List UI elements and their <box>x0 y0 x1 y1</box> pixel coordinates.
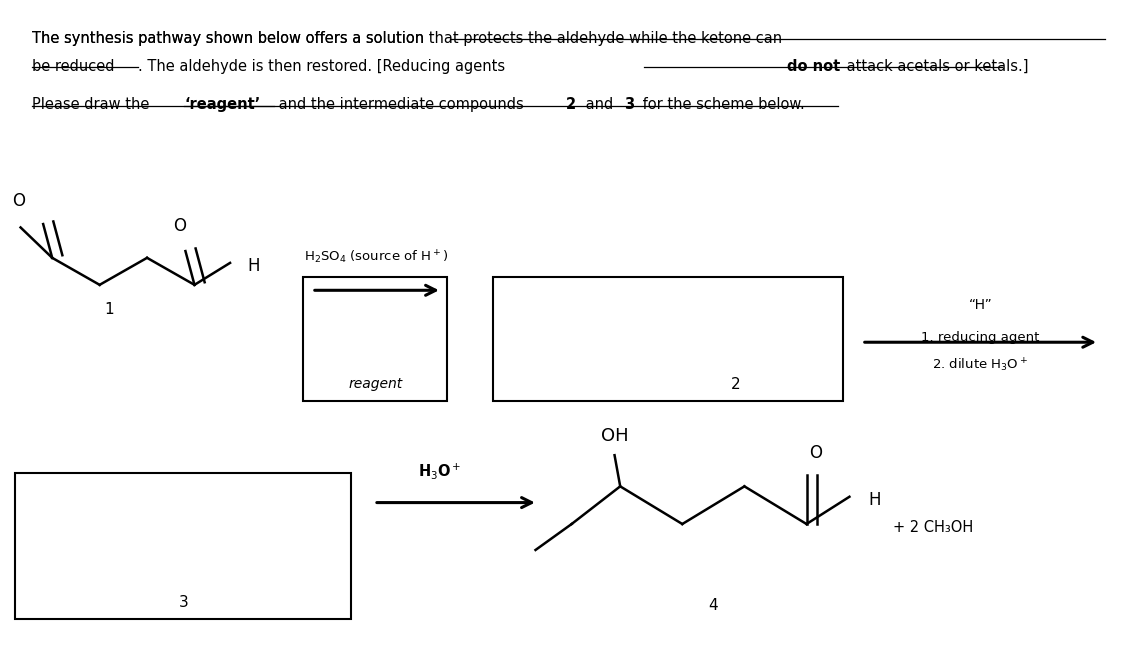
Text: O: O <box>11 192 25 211</box>
Text: and: and <box>581 97 618 113</box>
Text: 2. dilute H$_3$O$^+$: 2. dilute H$_3$O$^+$ <box>933 357 1029 374</box>
Text: H$_2$SO$_4$ (source of H$^+$): H$_2$SO$_4$ (source of H$^+$) <box>305 248 448 265</box>
Text: 1: 1 <box>104 303 113 318</box>
Bar <box>15 473 351 619</box>
Text: 3: 3 <box>624 97 634 113</box>
Text: Please draw the: Please draw the <box>32 97 154 113</box>
Text: 2: 2 <box>730 378 740 393</box>
Text: 2: 2 <box>566 97 576 113</box>
Text: and the intermediate compounds: and the intermediate compounds <box>274 97 528 113</box>
Bar <box>303 277 447 401</box>
Text: O: O <box>809 443 822 462</box>
Text: 1. reducing agent: 1. reducing agent <box>921 331 1039 344</box>
Text: + 2 CH₃OH: + 2 CH₃OH <box>893 520 974 535</box>
Text: be reduced: be reduced <box>32 59 114 74</box>
Text: for the scheme below.: for the scheme below. <box>638 97 805 113</box>
Text: OH: OH <box>601 426 628 445</box>
Bar <box>492 277 842 401</box>
Text: reagent: reagent <box>348 377 402 391</box>
Text: attack acetals or ketals.]: attack acetals or ketals.] <box>841 59 1028 74</box>
Text: H: H <box>247 257 259 275</box>
Text: 3: 3 <box>179 595 188 610</box>
Text: 4: 4 <box>708 598 718 613</box>
Text: H$_3$O$^+$: H$_3$O$^+$ <box>418 460 461 481</box>
Text: “H”: “H” <box>969 298 993 312</box>
Text: The synthesis pathway shown below offers a solution: The synthesis pathway shown below offers… <box>32 31 429 46</box>
Text: O: O <box>173 217 187 235</box>
Text: The synthesis pathway shown below offers a solution that protects the aldehyde w: The synthesis pathway shown below offers… <box>32 31 782 46</box>
Text: H: H <box>868 491 881 509</box>
Text: . The aldehyde is then restored. [Reducing agents: . The aldehyde is then restored. [Reduci… <box>138 59 509 74</box>
Text: ‘reagent’: ‘reagent’ <box>185 97 260 113</box>
Text: do not: do not <box>788 59 841 74</box>
